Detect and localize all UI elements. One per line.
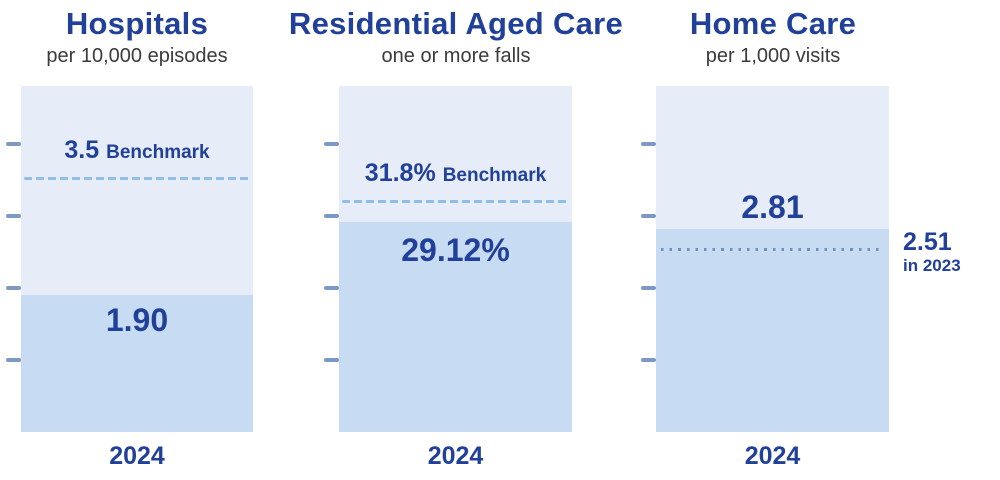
benchmark-value: 3.5 <box>64 135 100 164</box>
benchmark-word: Benchmark <box>442 164 547 186</box>
year-label-residential-aged-care: 2024 <box>427 442 484 470</box>
panel-subtitle-hospitals: per 10,000 episodes <box>46 45 228 67</box>
bar-hospitals: 3.5 Benchmark 1.90 <box>6 86 253 432</box>
axis-tick <box>324 285 339 290</box>
panel-title-residential-aged-care: Residential Aged Care <box>288 6 624 41</box>
prior-year-caption: in 2023 <box>903 256 961 276</box>
axis-tick <box>6 357 21 362</box>
year-label-hospitals: 2024 <box>109 442 165 470</box>
year-label-home-care: 2024 <box>744 442 801 470</box>
benchmark-dashed-line <box>24 176 251 180</box>
axis-tick <box>324 213 339 218</box>
value-label-hospitals: 1.90 <box>105 302 169 339</box>
axis-tick <box>641 357 656 362</box>
benchmark-word: Benchmark <box>106 141 210 163</box>
prior-year-annotation: 2.51 in 2023 <box>903 228 998 275</box>
panel-subtitle-home-care: per 1,000 visits <box>705 45 841 67</box>
axis-tick <box>641 141 656 146</box>
axis-tick <box>641 213 656 218</box>
axis-tick <box>324 141 339 146</box>
benchmark-value: 31.8% <box>364 158 436 187</box>
panel-title-home-care: Home Care <box>689 6 857 41</box>
benchmark-label-residential-aged-care: 31.8% Benchmark <box>339 159 572 190</box>
axis-tick <box>6 285 21 290</box>
axis-tick <box>324 357 339 362</box>
prior-year-dotted-line <box>661 248 884 252</box>
panel-subtitle-residential-aged-care: one or more falls <box>381 45 531 67</box>
bar-residential-aged-care: 31.8% Benchmark 29.12% <box>324 86 572 432</box>
bar-fill-home-care <box>656 229 889 432</box>
benchmark-dashed-line <box>342 199 570 203</box>
prior-year-value: 2.51 <box>903 228 952 257</box>
bar-fill-hospitals <box>21 295 253 432</box>
axis-tick <box>641 285 656 290</box>
panel-title-hospitals: Hospitals <box>65 6 209 41</box>
value-label-home-care: 2.81 <box>741 189 804 226</box>
value-label-residential-aged-care: 29.12% <box>401 232 510 269</box>
bar-fill-residential-aged-care <box>339 222 572 432</box>
bar-home-care: 2.81 <box>641 86 889 432</box>
axis-tick <box>6 141 21 146</box>
axis-tick <box>6 213 21 218</box>
benchmark-label-hospitals: 3.5 Benchmark <box>21 136 253 167</box>
